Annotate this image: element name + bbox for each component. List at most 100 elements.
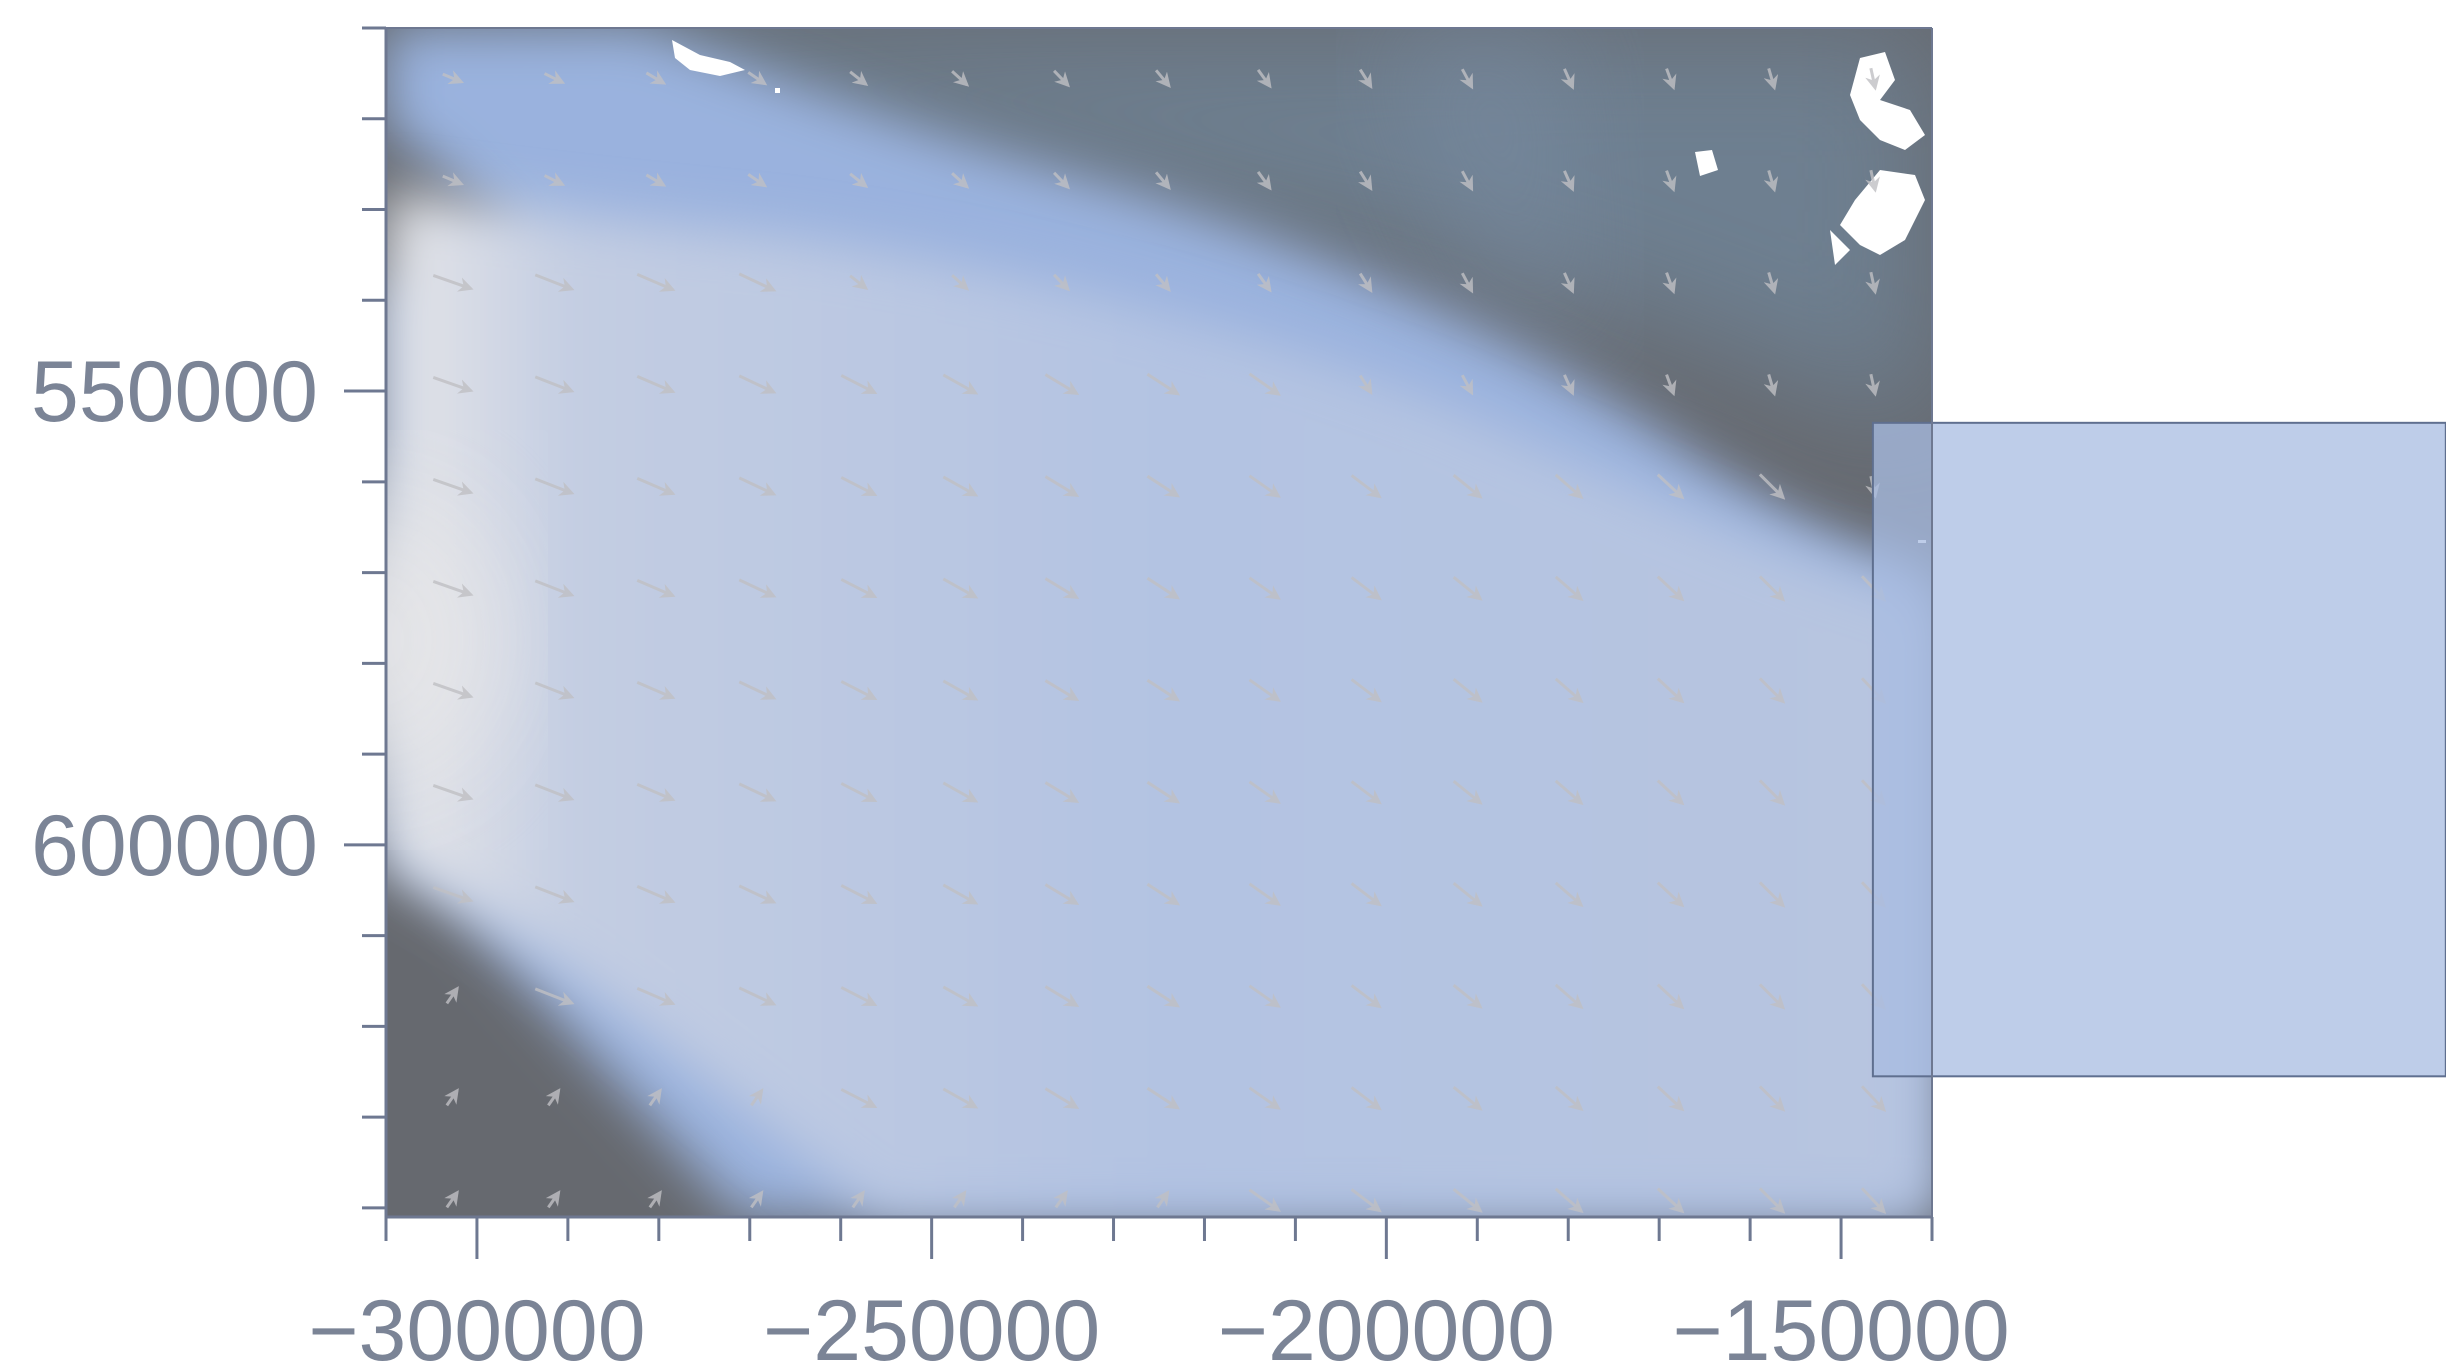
- plot-axes: [344, 26, 1934, 1259]
- flow-arrow: [738, 272, 777, 292]
- flow-arrow: [1248, 1188, 1281, 1212]
- flow-arrow: [1758, 779, 1786, 806]
- flow-arrow: [534, 885, 575, 904]
- flow-arrow: [1656, 473, 1685, 500]
- flow-arrow: [545, 1190, 561, 1209]
- flow-arrow: [636, 681, 676, 700]
- flow-arrow: [840, 680, 878, 700]
- flow-arrow: [1044, 781, 1080, 803]
- flow-arrow: [1452, 474, 1483, 499]
- flow-arrow: [738, 578, 777, 598]
- flow-arrow: [432, 478, 474, 496]
- flow-arrow: [1459, 170, 1474, 192]
- flow-arrow: [534, 987, 575, 1006]
- flow-arrow: [1248, 576, 1281, 600]
- flow-arrow: [1052, 171, 1070, 190]
- flow-arrow: [1662, 68, 1677, 91]
- y-tick-label: 550000: [31, 344, 318, 440]
- flow-arrow: [942, 883, 979, 905]
- flow-arrow: [1554, 983, 1584, 1010]
- flow-arrow: [1656, 779, 1685, 806]
- flow-arrow: [738, 680, 777, 700]
- flow-arrow: [1560, 170, 1575, 192]
- flow-arrow: [1865, 271, 1880, 295]
- flow-arrow: [1656, 983, 1685, 1010]
- flow-arrow: [1146, 1086, 1181, 1110]
- flow-arrow: [432, 682, 474, 700]
- flow-arrow: [636, 783, 676, 802]
- flow-arrow: [1052, 273, 1070, 292]
- flow-arrow: [1044, 1087, 1080, 1109]
- flow-arrow: [1358, 170, 1373, 192]
- flow-arrow: [1248, 372, 1281, 396]
- flow-arrow: [1154, 1190, 1170, 1209]
- flow-arrow: [747, 70, 768, 86]
- flow-arrow: [636, 885, 676, 904]
- flow-arrow: [1350, 474, 1382, 499]
- flow-arrow: [1350, 576, 1382, 601]
- flow-arrow: [738, 476, 777, 496]
- flow-arrow: [1865, 373, 1880, 397]
- flow-arrow: [444, 1190, 459, 1209]
- flow-arrow: [444, 986, 459, 1005]
- x-tick-label: −150000: [1672, 1283, 2009, 1370]
- flow-arrow: [1044, 883, 1080, 905]
- flow-arrow: [1554, 677, 1584, 704]
- flow-arrow: [432, 886, 474, 904]
- flow-arrow: [1758, 1085, 1786, 1112]
- flow-arrow: [942, 985, 979, 1007]
- flow-arrow: [1865, 67, 1880, 91]
- flow-arrow: [850, 1190, 865, 1209]
- flow-arrow: [738, 986, 777, 1006]
- flow-arrow: [1350, 780, 1382, 805]
- flow-arrow: [432, 274, 474, 292]
- flow-arrow: [747, 172, 768, 188]
- flow-arrow: [636, 375, 676, 394]
- flow-arrow: [1350, 1188, 1382, 1213]
- x-tick-label: −200000: [1218, 1283, 1555, 1370]
- flow-arrow: [1452, 576, 1483, 601]
- flow-arrow: [748, 1088, 764, 1107]
- flow-arrow: [1358, 68, 1373, 90]
- flow-arrow: [1656, 677, 1685, 704]
- flow-arrow: [942, 475, 979, 497]
- flow-arrow: [1248, 882, 1281, 906]
- flow-arrow: [738, 884, 777, 904]
- flow-arrow: [1146, 780, 1181, 804]
- x-tick-label: −300000: [308, 1283, 645, 1370]
- flow-arrow: [1044, 577, 1080, 599]
- flow-arrow: [1758, 983, 1786, 1010]
- flow-arrow: [840, 476, 878, 496]
- flow-arrow: [1053, 1190, 1068, 1209]
- flow-arrow: [942, 1087, 979, 1109]
- flow-arrow: [534, 375, 575, 394]
- flow-arrow: [1452, 984, 1483, 1009]
- flow-arrow: [1554, 473, 1584, 500]
- flow-vector-arrows: [432, 67, 1887, 1214]
- upper-right-channel: [1380, 28, 1600, 330]
- flow-arrow: [1350, 678, 1382, 703]
- flow-arrow: [849, 172, 869, 189]
- flow-arrow: [1860, 1085, 1887, 1112]
- x-tick-label: −250000: [763, 1283, 1100, 1370]
- peak-speed-region: [386, 490, 500, 790]
- flow-arrow: [1554, 881, 1584, 908]
- flow-arrow: [1052, 69, 1070, 88]
- flow-arrow: [1256, 69, 1272, 89]
- flow-arrow: [1758, 677, 1786, 704]
- flow-arrow: [1154, 171, 1171, 190]
- flow-arrow: [738, 782, 777, 802]
- flow-arrow: [1146, 372, 1181, 396]
- flow-arrow: [951, 274, 970, 291]
- flow-arrow: [432, 580, 474, 598]
- flow-arrow: [942, 781, 979, 803]
- flow-arrow: [1656, 1085, 1685, 1112]
- flow-arrow: [1044, 373, 1080, 395]
- flow-arrow: [645, 70, 667, 85]
- flow-arrow: [840, 782, 878, 802]
- flow-arrow: [1256, 273, 1272, 293]
- flow-arrow: [840, 374, 878, 394]
- flow-arrow: [1758, 473, 1786, 500]
- flow-arrow: [636, 987, 676, 1006]
